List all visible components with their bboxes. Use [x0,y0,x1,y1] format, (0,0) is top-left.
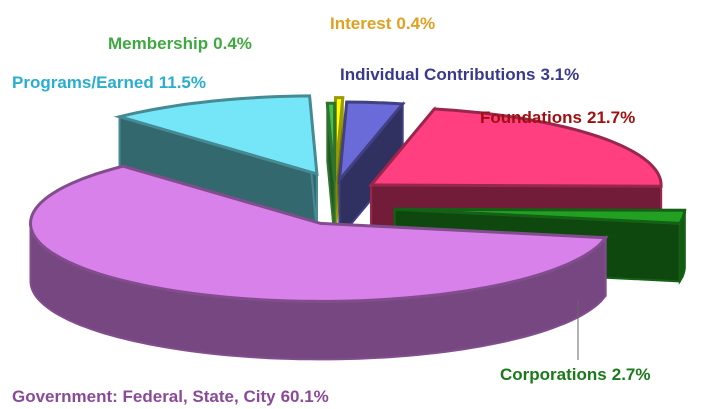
slice-label-value: 21.7% [587,108,635,127]
slice-label: Programs/Earned 11.5% [12,73,206,92]
slice-label-value: 2.7% [612,365,651,384]
slice-label-value: 3.1% [540,65,579,84]
slice-label-value: 11.5% [159,73,206,92]
slice-top [367,107,663,188]
slice-top [28,164,609,303]
slice-label-name: Programs/Earned [12,73,154,92]
slice-label: Government: Federal, State, City 60.1% [12,387,329,406]
slice-top [325,101,337,182]
slice-label: Individual Contributions 3.1% [340,65,579,84]
slice-label-value: 0.4% [396,14,435,33]
pie-slice [325,101,337,240]
slice-label: Foundations 21.7% [480,108,635,127]
slice-label: Interest 0.4% [330,14,435,33]
slice-label: Corporations 2.7% [500,365,650,384]
slice-label-name: Membership [108,34,208,53]
slice-label-value: 0.4% [213,34,252,53]
slice-top [113,94,319,176]
slice-label-name: Government: Federal, State, City [12,387,276,406]
slice-label: Membership 0.4% [108,34,252,53]
slice-label-value: 60.1% [281,387,329,406]
slice-label-name: Individual Contributions [340,65,535,84]
slice-label-name: Foundations [480,108,582,127]
slice-label-name: Interest [330,14,392,33]
pie-slice [113,94,319,234]
pie-slice [28,164,609,361]
slice-top [337,100,406,185]
slice-top [394,207,687,225]
slice-label-name: Corporations [500,365,607,384]
